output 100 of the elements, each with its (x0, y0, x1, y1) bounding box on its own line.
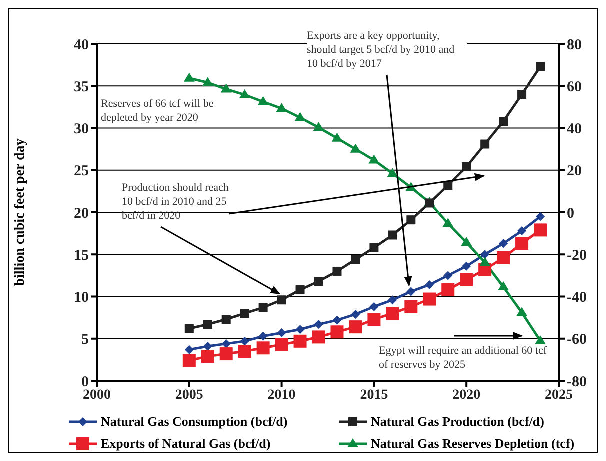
point (238, 345, 252, 358)
point (425, 280, 434, 290)
point (275, 338, 288, 352)
point (184, 324, 194, 334)
point (240, 336, 250, 346)
point (182, 354, 196, 368)
point (388, 230, 398, 240)
y-tick-label: 25 (74, 164, 89, 180)
x-tick-label: 2025 (545, 388, 573, 403)
x-tick-label: 2020 (452, 388, 481, 403)
point (277, 328, 286, 338)
point (203, 342, 212, 351)
point (480, 257, 491, 266)
point (404, 300, 418, 314)
x-tick-label: 2005 (175, 388, 204, 403)
y2-tick-label: 80 (567, 37, 582, 54)
y-tick-label: 0 (82, 374, 89, 390)
point (203, 320, 212, 330)
point (442, 218, 454, 228)
y2-tick-label: -20 (567, 248, 587, 264)
point (516, 307, 528, 316)
y-tick-label: 30 (74, 122, 89, 138)
point (499, 117, 508, 126)
point (184, 72, 195, 82)
y2-tick-label: 0 (567, 206, 574, 222)
point (516, 237, 529, 250)
legend-label: Natural Gas Production (bcf/d) (371, 414, 544, 430)
legend-label: Exports of Natural Gas (bcf/d) (101, 436, 271, 452)
y2-tick-label: -40 (567, 290, 587, 306)
point (332, 132, 343, 142)
y-tick-label: 20 (74, 206, 89, 222)
point (387, 168, 398, 178)
y2-tick-label: -80 (567, 374, 587, 390)
point (480, 250, 490, 260)
point (370, 243, 379, 252)
point (535, 335, 546, 344)
x-tick-label: 2015 (360, 388, 388, 403)
point (222, 339, 231, 348)
legend-label: Natural Gas Consumption (bcf/d) (101, 414, 288, 430)
point (239, 89, 250, 98)
point (442, 284, 455, 297)
point (406, 216, 416, 225)
point (460, 273, 474, 286)
annotation: Production should reach 10 bcf/d in 2010 and 25 bcf/d in 2020 (122, 181, 230, 223)
point (222, 314, 231, 324)
y-tick-label: 40 (74, 37, 89, 54)
annotation: Reserves of 66 tcf will be depleted by year 2020 (101, 97, 215, 125)
point (406, 287, 416, 296)
point (497, 251, 510, 264)
point (349, 320, 362, 334)
point (386, 307, 400, 320)
point (534, 224, 548, 237)
point (240, 309, 250, 318)
point (312, 330, 326, 344)
point (296, 286, 305, 295)
point (202, 77, 214, 86)
point (499, 239, 508, 248)
legend-label: Natural Gas Reserves Depletion (tcf) (371, 436, 575, 452)
point (498, 282, 510, 291)
point (536, 62, 546, 72)
point (332, 266, 342, 276)
point (314, 320, 324, 330)
point (277, 296, 286, 305)
point (461, 237, 472, 246)
y2-tick-label: -60 (567, 332, 587, 348)
point (313, 122, 324, 132)
point (276, 103, 288, 112)
point (201, 350, 214, 364)
point (296, 325, 305, 334)
point (444, 271, 453, 280)
point (294, 334, 307, 348)
point (388, 296, 398, 305)
point (368, 154, 380, 164)
y-tick-label: 10 (74, 290, 89, 306)
point (184, 345, 194, 354)
point (332, 316, 342, 325)
point (351, 255, 360, 264)
point (220, 348, 233, 361)
point (536, 212, 546, 222)
y-axis-title: billion cubic feet per day (12, 138, 28, 286)
point (330, 326, 344, 339)
point (294, 112, 306, 122)
y2-tick-label: 60 (567, 79, 582, 96)
y-tick-label: 5 (82, 332, 89, 348)
y2-tick-label: 20 (567, 164, 582, 180)
point (518, 90, 527, 100)
point (350, 144, 362, 153)
point (480, 140, 490, 149)
y-tick-label: 15 (74, 248, 89, 264)
point (258, 96, 269, 106)
annotation: Egypt will require an additional 60 tcf of reserves by 2025 (379, 344, 548, 372)
point (220, 84, 232, 93)
x-tick-label: 2010 (268, 388, 296, 403)
point (351, 310, 360, 319)
point (518, 226, 527, 236)
x-tick-label: 2000 (83, 388, 111, 403)
point (423, 292, 436, 306)
point (258, 332, 268, 341)
point (258, 303, 268, 312)
point (368, 312, 381, 326)
